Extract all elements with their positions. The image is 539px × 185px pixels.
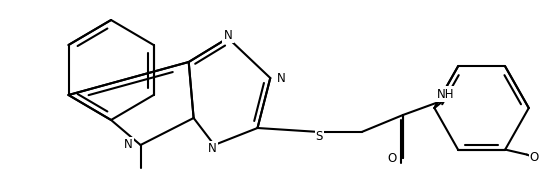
Text: O: O — [388, 152, 397, 164]
Text: NH: NH — [437, 88, 454, 100]
Text: N: N — [208, 142, 217, 156]
Text: S: S — [316, 130, 323, 144]
Text: N: N — [124, 139, 133, 152]
Text: N: N — [224, 28, 232, 41]
Text: O: O — [530, 151, 539, 164]
Text: N: N — [277, 71, 286, 85]
